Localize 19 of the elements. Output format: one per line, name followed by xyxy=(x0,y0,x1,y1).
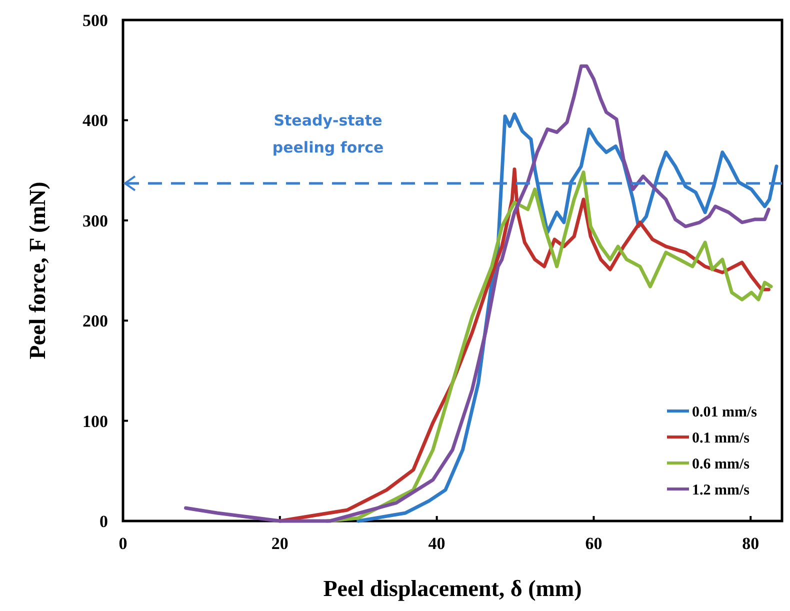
y-tick-label: 300 xyxy=(82,211,108,230)
legend-label: 0.01 mm/s xyxy=(692,404,758,420)
y-tick-label: 100 xyxy=(82,412,108,431)
y-tick-label: 0 xyxy=(100,512,108,531)
legend-label: 0.1 mm/s xyxy=(692,430,750,446)
x-tick-label: 0 xyxy=(118,534,128,553)
y-tick-label: 500 xyxy=(82,10,108,30)
y-axis-title: Peel force, F (mN) xyxy=(25,182,50,360)
x-tick-label: 40 xyxy=(428,534,446,553)
legend-label: 0.6 mm/s xyxy=(692,456,750,472)
legend-label: 1.2 mm/s xyxy=(692,482,750,498)
x-tick-label: 80 xyxy=(742,534,760,553)
x-tick-label: 60 xyxy=(585,534,602,553)
x-tick-label: 20 xyxy=(271,534,288,553)
ref-line-label: Steady-state peeling force xyxy=(272,111,384,156)
y-tick-label: 400 xyxy=(82,111,108,130)
x-axis-title: Peel displacement, δ (mm) xyxy=(323,576,582,601)
y-tick-label: 200 xyxy=(82,312,108,331)
line-series xyxy=(184,64,770,523)
